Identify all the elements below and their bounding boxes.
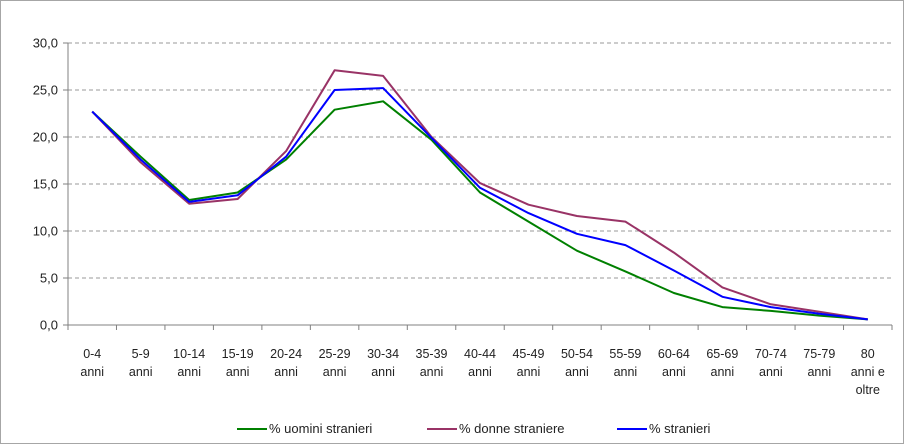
gridlines: [68, 42, 892, 279]
y-tick-label: 0,0: [40, 318, 58, 333]
x-tick-label: 20-24 anni: [270, 347, 302, 379]
x-tick-label: 75-79 anni: [803, 347, 835, 379]
x-tick-label: 5-9 anni: [129, 347, 153, 379]
legend: % uomini stranieri % donne straniere % str…: [237, 421, 711, 436]
x-tick-label: 50-54 anni: [561, 347, 593, 379]
legend-label: % donne straniere: [459, 421, 565, 436]
y-tick-label: 5,0: [40, 271, 58, 286]
x-tick-label: 10-14 anni: [173, 347, 205, 379]
y-tick-label: 15,0: [33, 177, 58, 192]
x-tick-label: 55-59 anni: [609, 347, 641, 379]
series-lines: [91, 69, 868, 321]
x-tick-label: 45-49 anni: [512, 347, 544, 379]
x-tick-label: 70-74 anni: [755, 347, 787, 379]
y-tick-label: 20,0: [33, 130, 58, 145]
y-tick-label: 10,0: [33, 224, 58, 239]
x-tick-label: 0-4 anni: [80, 347, 104, 379]
x-tick-label: 40-44 anni: [464, 347, 496, 379]
y-tick-labels: 0,0 5,0 10,0 15,0 20,0 25,0 30,0: [33, 36, 58, 333]
y-tick-label: 30,0: [33, 36, 58, 51]
x-tick-label: 15-19 anni: [222, 347, 254, 379]
x-tick-label: 35-39 anni: [416, 347, 448, 379]
y-tick-label: 25,0: [33, 83, 58, 98]
x-tick-label: 65-69 anni: [706, 347, 738, 379]
axes: [63, 42, 893, 330]
x-tick-label: 60-64 anni: [658, 347, 690, 379]
series-line-2: [91, 69, 868, 321]
series-line-1: [91, 100, 868, 321]
x-tick-label: 25-29 anni: [319, 347, 351, 379]
legend-label: % stranieri: [649, 421, 711, 436]
x-tick-label: 30-34 anni: [367, 347, 399, 379]
legend-label: % uomini stranieri: [269, 421, 372, 436]
x-tick-label: 80 anni e oltre: [851, 347, 885, 397]
x-tick-labels: 0-4 anni 5-9 anni 10-14 anni 15-19 anni 20-24 ann…: [80, 347, 884, 397]
series-line-3: [91, 87, 868, 321]
